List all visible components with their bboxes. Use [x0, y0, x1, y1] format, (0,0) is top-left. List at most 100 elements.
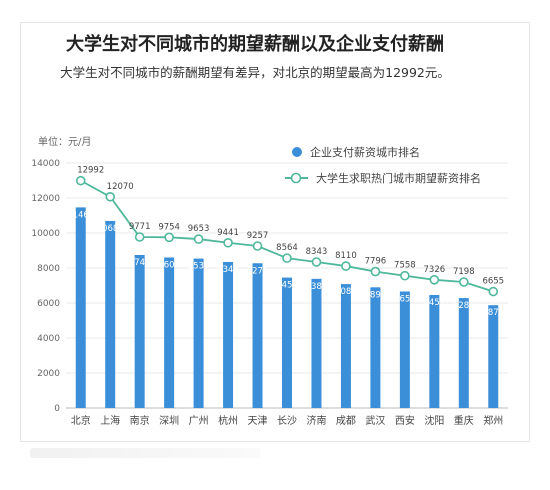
- bars: [75, 207, 499, 408]
- bar-value-label: 6897: [365, 290, 387, 300]
- bar-value-label: 8271: [247, 266, 269, 276]
- line-point: [134, 232, 145, 242]
- x-tick-label: 上海: [100, 414, 120, 427]
- y-tick-label: 0: [54, 404, 60, 414]
- bar-value-label: 5875: [482, 308, 504, 318]
- x-tick-label: 重庆: [454, 414, 474, 427]
- line-value-label: 9653: [188, 224, 210, 234]
- x-tick-label: 天津: [248, 415, 268, 427]
- bar: [193, 258, 204, 408]
- bar-value-label: 6457: [424, 298, 446, 308]
- line-point: [370, 266, 381, 277]
- legend-line-marker: [290, 172, 302, 184]
- bar-value-label: 7381: [306, 282, 328, 292]
- chart-subtitle: 大学生对不同城市的薪酬期望有差异，对北京的期望最高为12992元。: [60, 65, 450, 80]
- line-value-label: 9754: [158, 222, 180, 232]
- bar-value-label: 8602: [158, 260, 180, 270]
- line-point: [75, 175, 86, 186]
- line-point: [223, 237, 233, 248]
- x-tick-label: 济南: [306, 414, 326, 427]
- x-tick-label: 西安: [395, 414, 415, 427]
- line-value-label: 6655: [482, 277, 504, 287]
- bar: [311, 278, 322, 408]
- x-tick-label: 杭州: [218, 414, 238, 427]
- line-value-label: 9771: [129, 222, 151, 232]
- line-point: [282, 253, 292, 263]
- line-point: [193, 234, 204, 244]
- bar-value-label: 11463: [67, 210, 94, 220]
- y-tick-label: 2000: [37, 369, 60, 379]
- bar: [370, 287, 381, 408]
- line-value-label: 12992: [77, 166, 104, 176]
- bar: [252, 263, 263, 408]
- line-point: [341, 261, 351, 271]
- chart-title: 大学生对不同城市的期望薪酬以及企业支付薪酬: [66, 34, 444, 55]
- bar-value-label: 8539: [188, 262, 210, 272]
- y-axis-ticks: 0 2000 4000 6000 8000 10000 12000 14000: [31, 159, 60, 414]
- line-value-label: 8564: [276, 243, 298, 253]
- unit-label: 单位：元/月: [38, 135, 91, 148]
- bar-value-label: 6281: [453, 301, 475, 311]
- legend: 企业支付薪资城市排名 大学生求职热门城市期望薪资排名: [285, 145, 481, 185]
- bar-value-label: 8743: [129, 258, 151, 268]
- y-tick-label: 12000: [31, 194, 60, 204]
- x-tick-label: 长沙: [277, 415, 297, 427]
- footer-source-blur: [30, 448, 260, 458]
- expectation-line: [75, 175, 499, 297]
- legend-bar-marker: [292, 147, 302, 157]
- chart-card: [20, 22, 530, 442]
- legend-line-label: 大学生求职热门城市期望薪资排名: [316, 171, 481, 185]
- bar: [75, 207, 86, 408]
- legend-bar-label: 企业支付薪资城市排名: [310, 145, 420, 159]
- line-point: [458, 277, 469, 287]
- bar-value-label: 7453: [276, 281, 298, 291]
- x-tick-label: 武汉: [365, 414, 385, 427]
- line-point: [252, 241, 263, 251]
- y-tick-label: 8000: [37, 264, 60, 274]
- bar-value-label: 7080: [335, 287, 357, 297]
- bar-value-label: 10689: [97, 224, 124, 234]
- line-value-label: 9441: [217, 228, 239, 238]
- y-tick-label: 14000: [31, 159, 60, 169]
- line-value-label: 7198: [453, 267, 475, 277]
- bar: [458, 298, 469, 408]
- x-tick-label: 南京: [130, 414, 150, 427]
- line-point: [429, 274, 440, 285]
- bar-value-label: 6658: [394, 294, 416, 304]
- bar: [223, 261, 234, 408]
- bar: [134, 254, 145, 408]
- x-tick-label: 北京: [71, 414, 91, 427]
- bar: [429, 295, 440, 408]
- x-tick-label: 成都: [336, 415, 356, 427]
- y-tick-label: 6000: [37, 299, 60, 309]
- x-tick-label: 郑州: [483, 414, 503, 427]
- bar: [488, 305, 499, 408]
- y-tick-label: 4000: [37, 334, 60, 344]
- y-tick-label: 10000: [31, 229, 60, 239]
- bar-value-label: 8346: [217, 265, 239, 275]
- bar: [340, 284, 351, 408]
- bar: [164, 257, 175, 408]
- line-value-label: 7558: [394, 261, 416, 271]
- line-value-label: 9257: [247, 231, 269, 241]
- bar: [282, 277, 292, 408]
- line-value-label: 8343: [306, 247, 328, 257]
- line-value-label: 7326: [424, 265, 446, 275]
- line-point: [311, 257, 322, 267]
- x-tick-label: 沈阳: [424, 414, 444, 427]
- line-value-label: 12070: [107, 182, 134, 192]
- line-point: [400, 270, 410, 281]
- line-value-label: 7796: [365, 257, 387, 267]
- x-tick-label: 广州: [189, 415, 209, 427]
- line-point: [488, 286, 499, 297]
- x-axis-labels: 北京 上海 南京 深圳 广州 杭州 天津 长沙 济南 成都 武汉 西安 沈阳 重庆 郑州: [71, 414, 504, 427]
- bar: [105, 220, 116, 408]
- line-value-label: 8110: [335, 251, 357, 261]
- line-point: [164, 232, 174, 243]
- line-point: [105, 191, 115, 202]
- x-tick-label: 深圳: [159, 415, 179, 427]
- bar: [399, 291, 410, 408]
